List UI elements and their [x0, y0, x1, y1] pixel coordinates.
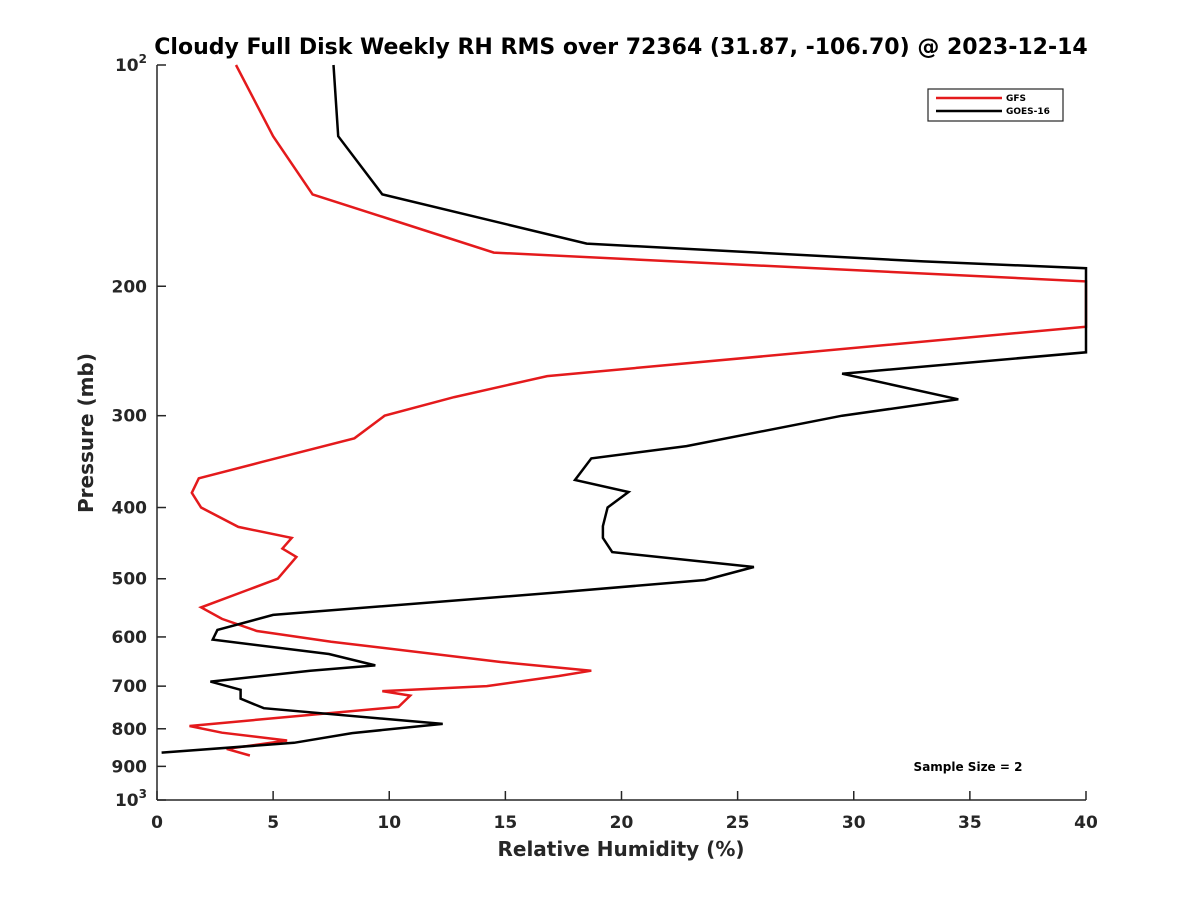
legend: GFS GOES-16: [927, 88, 1064, 122]
x-tick-label: 20: [610, 813, 634, 833]
x-ticks: 0 5 10 15 20 25 30 35 40: [151, 791, 1098, 833]
x-tick-label: 10: [377, 813, 401, 833]
x-tick-label: 35: [958, 813, 982, 833]
y-tick-label: 600: [112, 628, 148, 648]
plot-area: [157, 65, 1086, 800]
x-axis-label: Relative Humidity (%): [497, 837, 744, 861]
y-axis-label: Pressure (mb): [74, 353, 98, 513]
legend-box: [927, 88, 1064, 122]
y-tick-label: 400: [112, 499, 148, 519]
sample-size-annotation: Sample Size = 2: [914, 760, 1023, 774]
y-tick-label: 900: [112, 757, 148, 777]
x-tick-label: 25: [726, 813, 750, 833]
chart-title: Cloudy Full Disk Weekly RH RMS over 7236…: [154, 35, 1087, 60]
y-tick-label: 500: [112, 570, 148, 590]
x-tick-label: 40: [1074, 813, 1098, 833]
x-tick-label: 15: [494, 813, 518, 833]
y-tick-label: 200: [112, 277, 148, 297]
y-tick-label: 103: [115, 787, 147, 811]
x-tick-label: 5: [267, 813, 279, 833]
series-layer: [161, 64, 1088, 757]
legend-label-goes-16: GOES-16: [1006, 107, 1050, 117]
x-tick-label: 30: [842, 813, 866, 833]
series-line-goes-16: [161, 64, 1088, 754]
y-tick-label: 300: [112, 407, 148, 427]
y-tick-label: 800: [112, 720, 148, 740]
series-line-gfs: [189, 64, 1088, 757]
legend-label-gfs: GFS: [1006, 94, 1026, 104]
y-tick-label: 700: [112, 677, 148, 697]
y-ticks: 102 200 300 400 500 600 700 800 900 103: [112, 52, 166, 811]
x-tick-label: 0: [151, 813, 163, 833]
y-tick-label: 102: [115, 52, 147, 76]
